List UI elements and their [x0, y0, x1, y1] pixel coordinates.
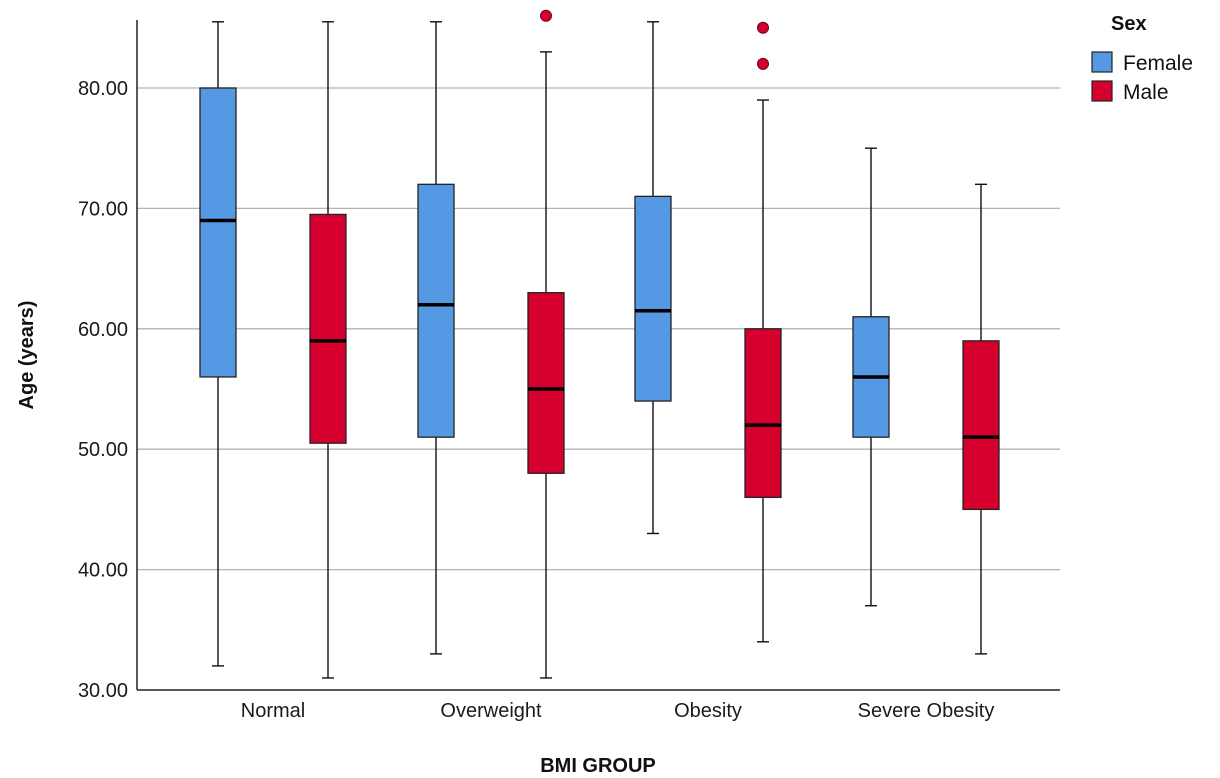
x-axis-title: BMI GROUP	[540, 755, 656, 777]
legend: Sex Female Male	[1091, 13, 1193, 104]
legend-swatch-male	[1091, 80, 1113, 102]
x-tick-label-overweight: Overweight	[440, 700, 542, 722]
outlier-point	[757, 21, 769, 34]
x-tick-labels: Normal Overweight Obesity Severe Obesity	[241, 700, 995, 722]
box-body	[962, 340, 1000, 511]
box-overweight-male	[527, 9, 565, 679]
box-normal-male	[309, 21, 347, 679]
legend-title: Sex	[1111, 13, 1147, 35]
y-tick-labels: 30.00 40.00 50.00 60.00 70.00 80.00	[78, 78, 128, 702]
box-obesity-male	[744, 21, 782, 643]
outlier-point	[757, 57, 769, 70]
box-body	[634, 195, 672, 402]
legend-swatch-female	[1091, 51, 1113, 73]
box-severe-obesity-male	[962, 183, 1000, 655]
gridlines	[137, 87, 1060, 571]
box-body	[309, 213, 347, 444]
box-body	[527, 292, 565, 474]
outlier-point	[540, 9, 552, 22]
y-tick-label-70: 70.00	[78, 198, 128, 220]
legend-label-female: Female	[1123, 52, 1193, 75]
box-body	[199, 87, 237, 378]
box-normal-female	[199, 21, 237, 667]
box-body	[417, 183, 455, 438]
box-overweight-female	[417, 21, 455, 655]
x-tick-label-severe-obesity: Severe Obesity	[858, 700, 995, 722]
box-obesity-female	[634, 21, 672, 535]
box-severe-obesity-female	[852, 147, 890, 607]
box-body	[744, 328, 782, 499]
y-tick-label-60: 60.00	[78, 319, 128, 341]
x-tick-label-normal: Normal	[241, 700, 305, 722]
x-tick-label-obesity: Obesity	[674, 700, 742, 722]
y-tick-label-40: 40.00	[78, 560, 128, 582]
axes	[136, 20, 1060, 691]
boxes	[199, 9, 1000, 679]
y-tick-label-50: 50.00	[78, 439, 128, 461]
y-axis-title: Age (years)	[16, 301, 38, 410]
legend-label-male: Male	[1123, 81, 1169, 104]
y-tick-label-80: 80.00	[78, 78, 128, 100]
y-tick-label-30: 30.00	[78, 680, 128, 702]
